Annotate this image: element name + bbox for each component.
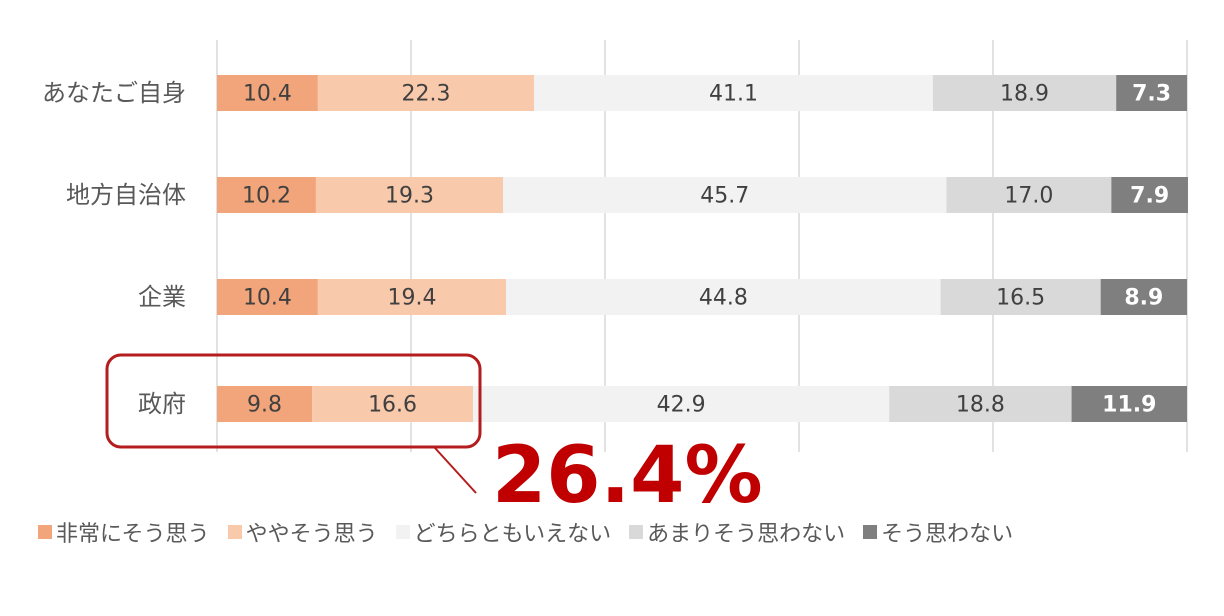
- bar-segment: [889, 386, 1072, 422]
- bar-segment: [1100, 279, 1187, 315]
- legend-item: 非常にそう思う: [38, 516, 210, 548]
- y-tick-label: 企業: [138, 283, 186, 311]
- y-tick-label: 地方自治体: [66, 181, 186, 209]
- legend-item: どちらともいえない: [395, 516, 612, 548]
- data-label: 45.7: [700, 184, 749, 209]
- legend-item: そう思わない: [863, 516, 1013, 548]
- data-label: 19.3: [385, 184, 434, 209]
- legend-swatch: [395, 525, 410, 539]
- data-label: 42.9: [657, 393, 706, 418]
- bar-segment: [946, 177, 1112, 213]
- data-label: 8.9: [1124, 286, 1163, 311]
- legend-label: 非常にそう思う: [56, 522, 210, 547]
- bar-segment: [503, 177, 947, 213]
- data-label: 22.3: [402, 82, 451, 107]
- bar-segment: [317, 279, 507, 315]
- legend-label: そう思わない: [881, 522, 1014, 547]
- legend-label: どちらともいえない: [413, 522, 612, 547]
- data-label: 9.8: [247, 393, 282, 418]
- legend-swatch: [863, 525, 878, 539]
- bar-segment: [217, 75, 318, 111]
- data-label: 18.8: [956, 393, 1005, 418]
- bar-segment: [317, 75, 535, 111]
- data-label: 10.2: [242, 184, 291, 209]
- bar-segment: [940, 279, 1101, 315]
- bar-segment: [1116, 75, 1187, 111]
- data-label: 7.9: [1130, 184, 1169, 209]
- data-label: 19.4: [387, 286, 436, 311]
- data-label: 18.9: [1000, 82, 1049, 107]
- data-label: 10.4: [243, 286, 292, 311]
- bar-segment: [1111, 177, 1188, 213]
- data-label: 16.6: [368, 393, 417, 418]
- data-label: 41.1: [709, 82, 758, 107]
- legend-swatch: [38, 525, 52, 539]
- legend-item: あまりそう思わない: [629, 516, 845, 548]
- bar-segment: [506, 279, 941, 315]
- legend-item: ややそう思う: [227, 516, 378, 548]
- legend-swatch: [227, 525, 242, 539]
- data-label: 16.5: [996, 286, 1045, 311]
- bar-segment: [534, 75, 933, 111]
- legend: 非常にそう思う ややそう思う どちらともいえない あまりそう思わない そう思わない: [38, 516, 1013, 548]
- legend-label: ややそう思う: [245, 522, 378, 547]
- highlight-box: [105, 353, 482, 449]
- bar-segment: [315, 177, 504, 213]
- bar-segment: [932, 75, 1117, 111]
- legend-label: あまりそう思わない: [647, 522, 846, 547]
- data-label: 17.0: [1004, 184, 1053, 209]
- data-label: 11.9: [1102, 393, 1156, 418]
- data-label: 10.4: [243, 82, 292, 107]
- data-label: 7.3: [1132, 82, 1171, 107]
- y-tick-label: あなたご自身: [42, 79, 186, 107]
- bar-segment: [1071, 386, 1187, 422]
- annotation-connector: [434, 447, 477, 494]
- annotation: 26.4%: [492, 431, 763, 521]
- bar-segment: [217, 177, 316, 213]
- y-tick-label: 政府: [138, 390, 186, 418]
- bar-segment: [217, 386, 313, 422]
- legend-swatch: [629, 525, 644, 539]
- bar-segment: [312, 386, 474, 422]
- data-label: 44.8: [699, 286, 748, 311]
- bar-segment: [473, 386, 890, 422]
- bar-segment: [217, 279, 318, 315]
